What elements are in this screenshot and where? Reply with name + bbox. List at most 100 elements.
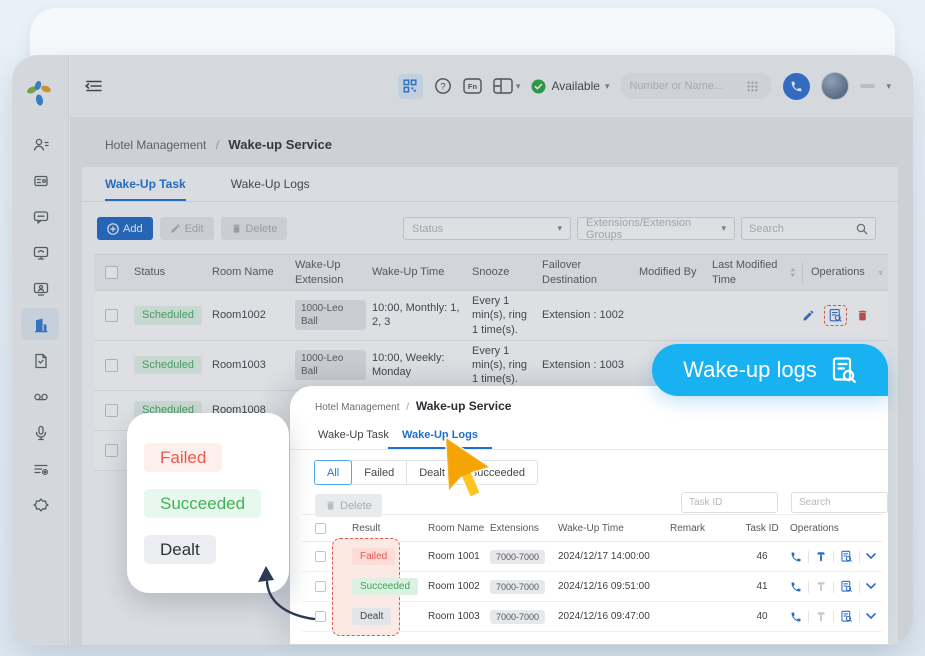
call-icon[interactable] [790,551,802,563]
edit-button[interactable]: Edit [159,217,214,240]
status-filter-select[interactable]: Status ▾ [403,217,571,240]
voicemail-icon [33,393,48,401]
expand-chevron-icon[interactable] [866,583,876,590]
segment-succeeded[interactable]: Succeeded [456,460,538,485]
row-checkbox[interactable] [104,443,118,457]
legend-succeeded-badge: Succeeded [144,489,262,518]
monitor-call-icon [33,246,48,260]
report-document-icon [34,353,47,369]
svg-text:Fn: Fn [468,82,478,91]
extensions-badge: 7000-7000 [490,579,546,594]
sidebar-item-messaging[interactable] [12,199,69,235]
fn-shortcut-icon[interactable]: Fn [463,78,482,94]
plus-circle-icon [107,222,119,235]
expand-chevron-icon[interactable] [866,553,876,560]
row-checkbox[interactable] [104,403,118,417]
log-search-icon [829,308,842,322]
sidebar-item-integrations[interactable] [12,487,69,523]
wake-up-logs-highlighted-button[interactable] [824,304,847,326]
popup-delete-button[interactable]: Delete [315,494,382,517]
row-checkbox[interactable] [314,611,326,622]
callout-label: Wake-up logs [683,357,817,382]
task-filters: Status ▾ Extensions/Extension Groups ▾ [403,217,876,241]
select-all-checkbox[interactable] [314,522,326,534]
sidebar-item-voicemail[interactable] [12,379,69,415]
sidebar-item-preferences[interactable] [12,451,69,487]
sidebar-item-hotel-management[interactable] [12,307,69,343]
clover-badge-icon [32,498,49,512]
sidebar-item-operator-panel[interactable] [12,271,69,307]
task-search[interactable] [741,217,876,240]
select-all-checkbox[interactable] [104,266,118,279]
log-search-icon[interactable] [840,610,853,623]
popup-tab-wake-up-task[interactable]: Wake-Up Task [318,429,389,441]
result-badge-succeeded: Succeeded [352,578,419,595]
svg-text:?: ? [440,81,445,92]
collapse-sidebar-icon[interactable] [84,77,104,95]
task-row-1[interactable]: Scheduled Room1002 1000-Leo Ball 10:00, … [94,291,888,341]
dialpad-icon[interactable] [747,81,758,92]
account-menu-chevron-icon[interactable]: ▾ [886,80,891,91]
row-checkbox[interactable] [314,581,326,592]
deal-hammer-icon [817,581,825,591]
extension-badge: 1000-Leo Ball [295,300,366,331]
sort-icon[interactable] [790,267,796,278]
log-row-1[interactable]: Failed Room 1001 7000-7000 2024/12/17 14… [302,542,882,572]
log-row-3[interactable]: Dealt Room 1003 7000-7000 2024/12/16 09:… [302,602,882,632]
row-checkbox[interactable] [104,358,118,372]
expand-chevron-icon[interactable] [866,613,876,620]
trash-icon[interactable] [856,309,869,322]
log-row-2[interactable]: Succeeded Room 1002 7000-7000 2024/12/16… [302,572,882,602]
log-search-icon[interactable] [840,550,853,563]
call-button[interactable] [783,72,811,100]
task-toolbar: Add Edit Delete [97,217,288,240]
sidebar-item-extensions[interactable] [12,127,69,163]
edit-pencil-icon[interactable] [802,309,815,322]
task-search-input[interactable] [749,222,849,235]
legend-dealt-badge: Dealt [144,535,216,564]
row-checkbox[interactable] [314,551,326,562]
popup-tab-wake-up-logs[interactable]: Wake-Up Logs [388,429,492,449]
delete-button[interactable]: Delete [220,217,288,240]
call-icon[interactable] [790,611,802,623]
log-search-icon[interactable] [840,580,853,593]
legend-failed-badge: Failed [144,443,223,472]
result-legend-card: Failed Succeeded Dealt [127,413,289,593]
sidebar-item-trunks[interactable] [12,163,69,199]
dial-search[interactable] [620,73,773,99]
help-icon[interactable]: ? [434,77,452,95]
deal-hammer-icon [817,611,825,621]
layout-icon [493,78,513,94]
brand-logo [27,81,51,106]
apps-qr-button[interactable] [397,73,423,99]
row-checkbox[interactable] [104,308,118,322]
availability-selector[interactable]: Available ▾ [531,79,609,94]
segment-dealt[interactable]: Dealt [406,460,458,485]
extensions-filter-select[interactable]: Extensions/Extension Groups ▾ [577,217,735,241]
extensions-badge: 7000-7000 [490,609,546,624]
layout-switcher[interactable]: ▾ [493,78,520,94]
logs-table-header: Result Room Name Extensions Wake-Up Time… [302,514,882,542]
breadcrumb-parent[interactable]: Hotel Management [105,138,207,152]
status-badge: Scheduled [134,306,202,325]
add-button[interactable]: Add [97,217,153,240]
microphone-icon [35,425,46,441]
dial-search-input[interactable] [629,80,742,92]
segment-all[interactable]: All [314,460,353,485]
call-icon[interactable] [790,581,802,593]
tab-wake-up-logs[interactable]: Wake-Up Logs [230,177,310,191]
user-avatar[interactable] [821,72,850,100]
popup-search-input[interactable] [791,492,888,513]
deal-hammer-icon[interactable] [815,551,827,563]
sidebar-item-call-center[interactable] [12,235,69,271]
sidebar-item-recording[interactable] [12,415,69,451]
task-id-input[interactable] [681,492,778,513]
chevron-down-icon: ▾ [604,80,610,91]
tab-wake-up-task[interactable]: Wake-Up Task [105,168,186,201]
hotel-building-icon [34,318,47,333]
sidebar-item-reports[interactable] [12,343,69,379]
segment-failed[interactable]: Failed [351,460,408,485]
filter-funnel-icon[interactable] [878,267,882,279]
popup-breadcrumb: Hotel Management / Wake-up Service [315,399,512,413]
popup-tab-bar: Wake-Up Task Wake-Up Logs [290,424,888,450]
